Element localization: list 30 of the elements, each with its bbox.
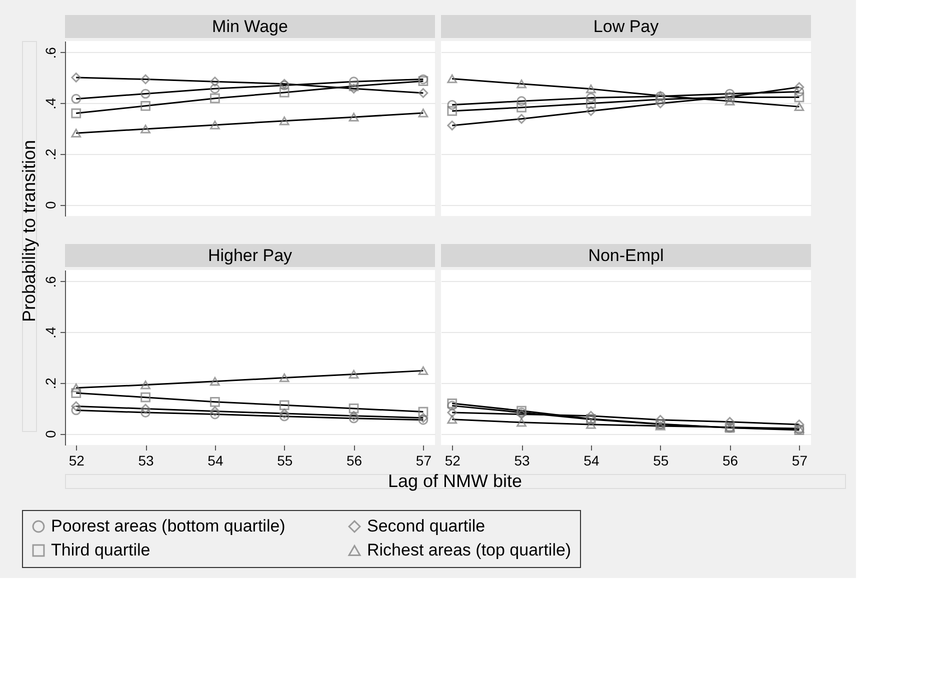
chart-title: Low Pay	[593, 17, 660, 36]
y-tick-label: 0	[42, 430, 58, 438]
chart-title: Min Wage	[212, 17, 288, 36]
y-axis-title: Probability to transition	[19, 140, 39, 322]
legend-label: Second quartile	[367, 516, 486, 536]
x-tick-label: 54	[584, 452, 600, 468]
y-tick-label: .6	[42, 46, 58, 59]
y-tick-label: .2	[42, 377, 58, 390]
legend-label: Third quartile	[51, 540, 150, 560]
x-tick-label: 53	[514, 452, 530, 468]
x-tick-label: 52	[444, 452, 461, 468]
x-tick-label: 57	[416, 452, 432, 468]
y-tick-label: 0	[42, 200, 58, 209]
y-tick-label: .2	[42, 148, 58, 160]
x-tick-label: 56	[346, 452, 362, 468]
chart-title: Higher Pay	[208, 246, 293, 265]
y-tick-label: .4	[42, 98, 58, 110]
legend-label: Richest areas (top quartile)	[367, 540, 572, 560]
legend-label: Poorest areas (bottom quartile)	[51, 516, 286, 536]
x-tick-label: 56	[722, 452, 738, 468]
x-tick-label: 57	[792, 452, 808, 468]
x-tick-label: 54	[208, 452, 224, 468]
x-tick-label: 55	[277, 452, 293, 468]
x-tick-label: 53	[138, 452, 154, 468]
chart-title: Non-Empl	[588, 246, 664, 265]
y-tick-label: .6	[42, 276, 58, 288]
x-tick-label: 55	[653, 452, 669, 468]
x-tick-label: 52	[68, 452, 85, 468]
y-tick-label: .4	[42, 326, 58, 338]
x-axis-title: Lag of NMW bite	[388, 471, 522, 491]
